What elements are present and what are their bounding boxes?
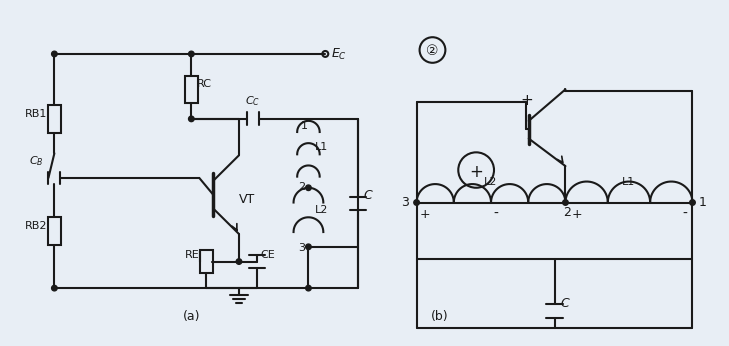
- Text: RC: RC: [198, 79, 212, 89]
- Circle shape: [690, 200, 695, 205]
- Text: 3: 3: [298, 243, 305, 253]
- Text: -: -: [682, 207, 687, 221]
- Text: RB1: RB1: [25, 109, 47, 119]
- Text: RB2: RB2: [25, 221, 47, 231]
- Text: 1: 1: [698, 197, 706, 209]
- Text: 3: 3: [401, 197, 409, 209]
- Text: +: +: [572, 208, 582, 221]
- Text: L2: L2: [484, 177, 498, 187]
- Circle shape: [305, 185, 311, 191]
- Text: 2: 2: [298, 182, 305, 192]
- Text: CE: CE: [261, 249, 276, 260]
- Text: +: +: [521, 93, 533, 108]
- Text: L2: L2: [314, 205, 328, 215]
- Text: VT: VT: [239, 192, 255, 206]
- Bar: [48, 217, 61, 245]
- Text: L1: L1: [623, 177, 636, 187]
- Circle shape: [305, 285, 311, 291]
- Circle shape: [52, 51, 57, 57]
- Circle shape: [52, 285, 57, 291]
- Circle shape: [563, 200, 568, 205]
- Text: 2: 2: [564, 206, 572, 219]
- Bar: [185, 75, 198, 103]
- Text: C: C: [363, 189, 372, 202]
- Text: C: C: [561, 297, 569, 310]
- Text: +: +: [419, 208, 430, 221]
- Circle shape: [236, 259, 242, 264]
- Text: RE: RE: [184, 249, 199, 260]
- Circle shape: [305, 244, 311, 249]
- Circle shape: [414, 200, 419, 205]
- Text: L1: L1: [314, 142, 327, 152]
- Text: 1: 1: [300, 121, 308, 131]
- Circle shape: [189, 116, 194, 122]
- Text: ②: ②: [426, 44, 439, 58]
- Text: (b): (b): [431, 310, 448, 322]
- Circle shape: [189, 51, 194, 57]
- Text: -: -: [494, 207, 499, 221]
- Bar: [48, 105, 61, 133]
- Text: $C_B$: $C_B$: [28, 154, 43, 168]
- Text: (a): (a): [182, 310, 200, 322]
- Text: $E_C$: $E_C$: [331, 47, 347, 62]
- Bar: [200, 250, 213, 273]
- Text: $C_C$: $C_C$: [245, 94, 260, 108]
- Text: +: +: [469, 163, 483, 181]
